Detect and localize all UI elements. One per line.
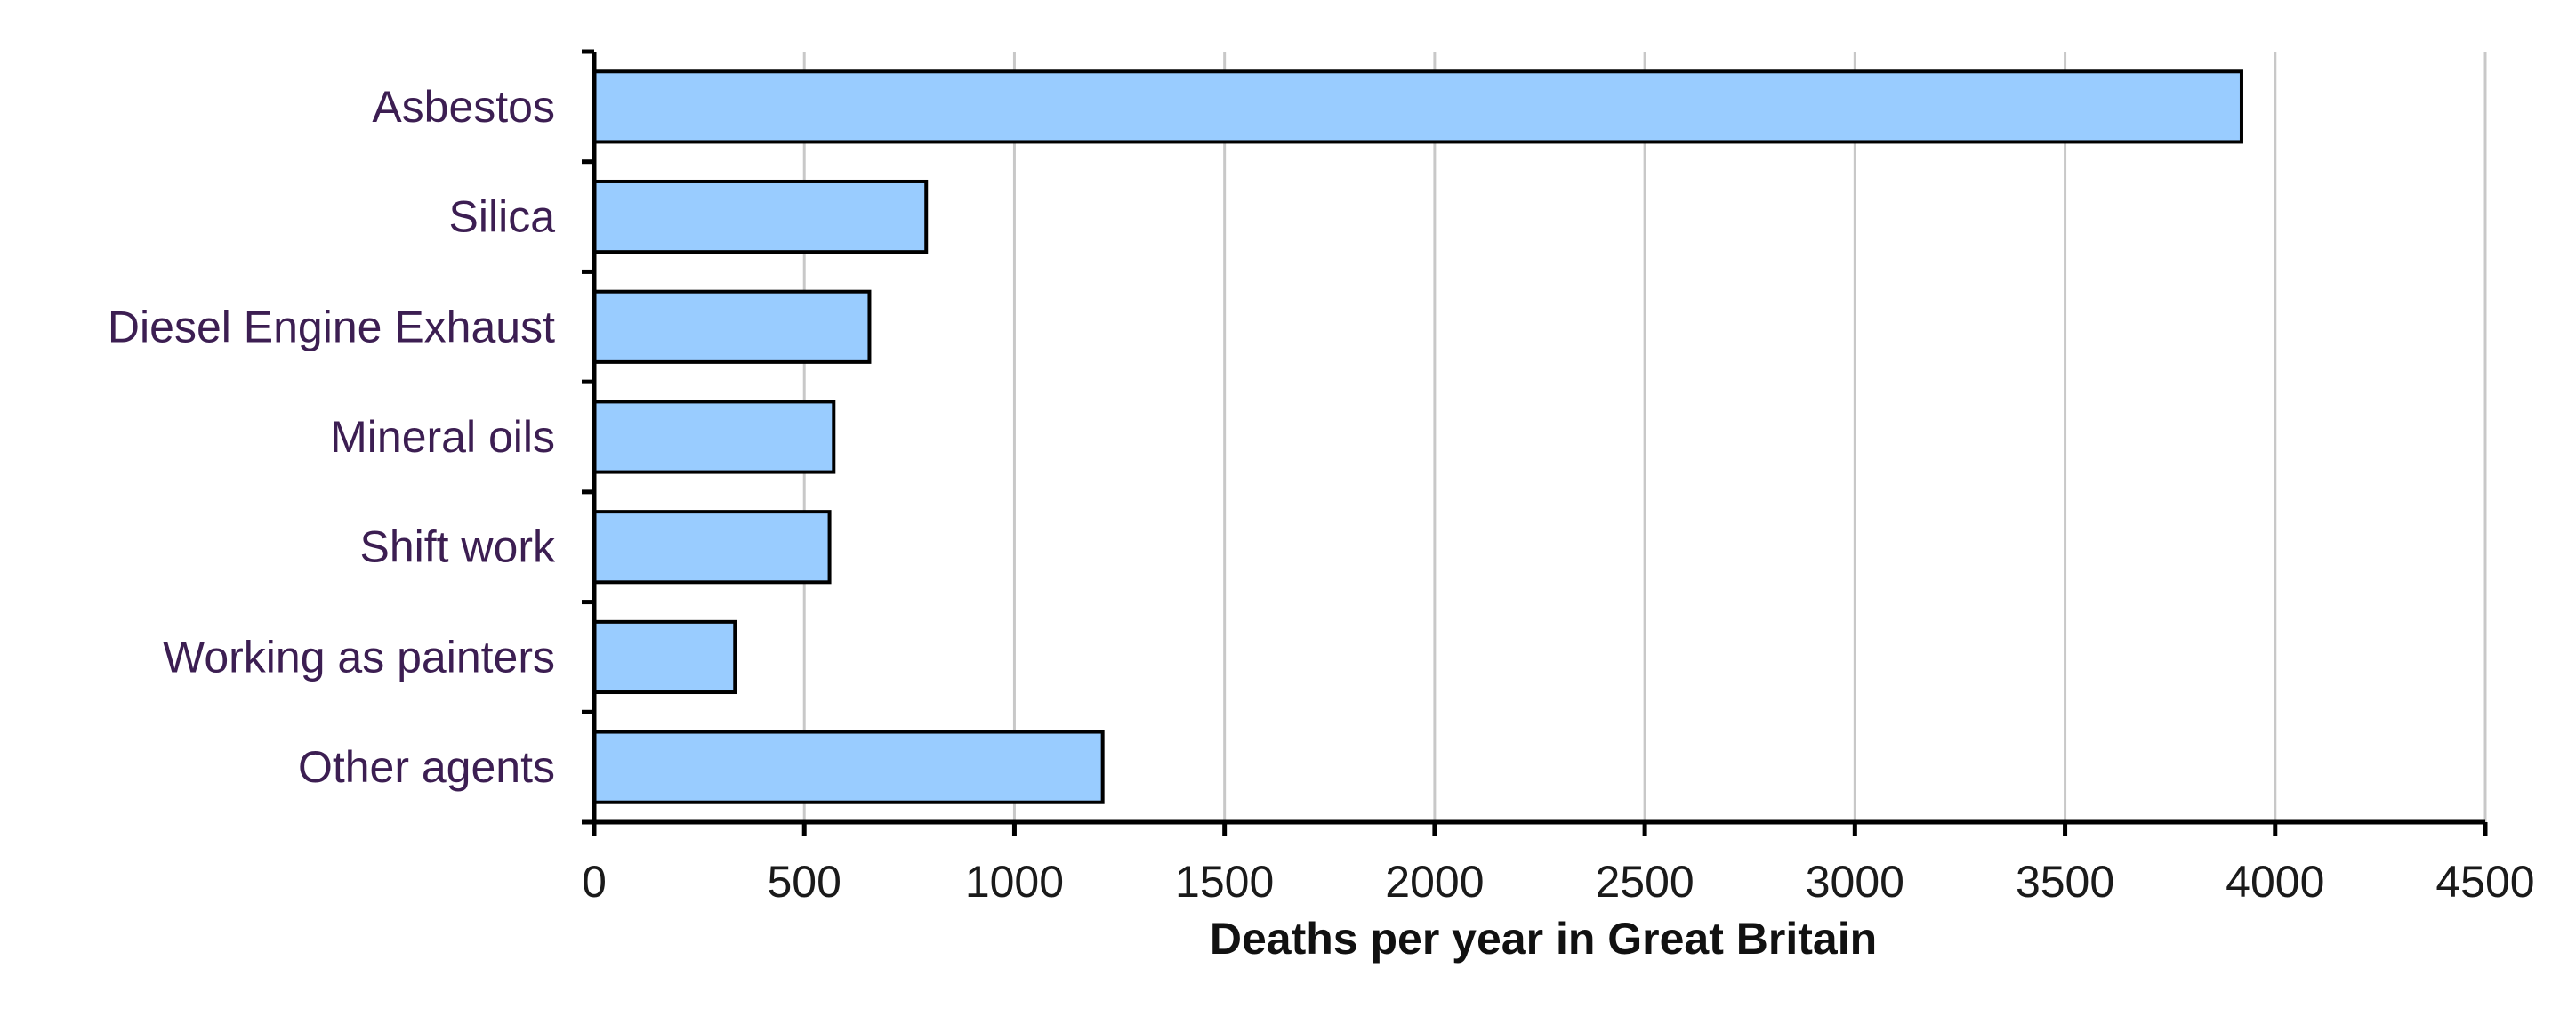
x-tick-label: 1000 [965,857,1064,907]
category-label: Diesel Engine Exhaust [108,302,555,351]
x-tick-label: 2000 [1385,857,1484,907]
category-label: Silica [449,192,556,242]
x-tick-label: 0 [582,857,607,907]
category-label: Shift work [359,522,556,572]
category-label: Working as painters [163,632,555,682]
x-tick-label: 3000 [1806,857,1904,907]
axes [582,49,2488,836]
x-tick-label: 4000 [2226,857,2324,907]
x-tick-label: 3500 [2016,857,2114,907]
bar-asbestos [592,69,2243,144]
x-tick-label: 2500 [1595,857,1694,907]
x-tick-label: 4500 [2435,857,2534,907]
bar-mineral-oils [592,400,836,474]
bar-silica [592,179,929,254]
bar-diesel-engine-exhaust [592,289,872,364]
category-label: Other agents [298,742,555,792]
grid [802,52,2487,822]
x-axis-title: Deaths per year in Great Britain [1210,914,1877,964]
bars [592,69,2243,804]
category-label: Asbestos [372,82,555,132]
labels: Asbestos Silica Diesel Engine Exhaust Miner… [108,82,2535,907]
x-tick-label: 500 [768,857,841,907]
x-tick-label: 1500 [1175,857,1274,907]
bar-shift-work [592,510,832,585]
bar-other-agents [592,730,1105,804]
category-label: Mineral oils [330,412,555,462]
bar-working-as-painters [592,619,737,695]
